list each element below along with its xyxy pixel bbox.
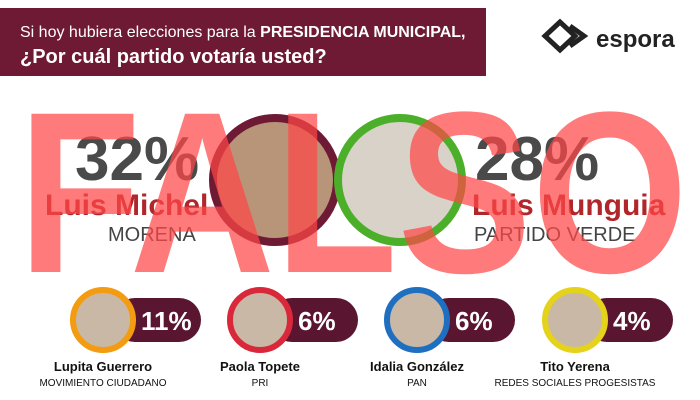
- percent-tab: [113, 298, 201, 342]
- question-line1: Si hoy hubiera elecciones para la PRESID…: [20, 24, 466, 41]
- candidate-name: Lupita Guerrero: [54, 359, 152, 374]
- candidate-name: Tito Yerena: [540, 359, 610, 374]
- header-banner: [0, 8, 486, 76]
- leader-percent: 32%: [75, 125, 199, 194]
- candidate-party: PRI: [252, 378, 269, 389]
- candidate-photo: [227, 287, 293, 353]
- false-stamp: FALSO: [18, 64, 688, 321]
- candidate-percent: 6%: [298, 306, 336, 336]
- logo-text: espora: [596, 26, 675, 53]
- candidate-photo: [70, 287, 136, 353]
- candidate-photo: [384, 287, 450, 353]
- candidate-name: Idalia González: [370, 359, 464, 374]
- candidate-percent: 11%: [141, 306, 192, 336]
- percent-tab: [585, 298, 673, 342]
- question-line2: ¿Por cuál partido votaría usted?: [20, 46, 327, 68]
- candidate-percent: 4%: [613, 306, 651, 336]
- candidate-photo: [334, 114, 466, 246]
- leader-percent: 28%: [475, 125, 599, 194]
- logo-icon: [541, 18, 589, 54]
- question-start: Si hoy hubiera elecciones para la: [20, 24, 260, 41]
- leader-party: MORENA: [108, 224, 196, 246]
- candidate-party: MOVIMIENTO CIUDADANO: [39, 378, 166, 389]
- candidate-party: PAN: [407, 378, 427, 389]
- percent-tab: [270, 298, 358, 342]
- candidate-percent: 6%: [455, 306, 493, 336]
- other-candidates: 11% Lupita Guerrero MOVIMIENTO CIUDADANO 6%…: [39, 287, 673, 389]
- question-bold: PRESIDENCIA MUNICIPAL,: [260, 24, 465, 41]
- candidate-photo: [542, 287, 608, 353]
- leader-name: Luis Munguia: [472, 189, 666, 222]
- leader-name: Luis Michel: [45, 189, 208, 222]
- candidate-party: REDES SOCIALES PROGESISTAS: [495, 378, 656, 389]
- candidate-name: Paola Topete: [220, 359, 300, 374]
- percent-tab: [427, 298, 515, 342]
- leader-party: PARTIDO VERDE: [474, 224, 636, 246]
